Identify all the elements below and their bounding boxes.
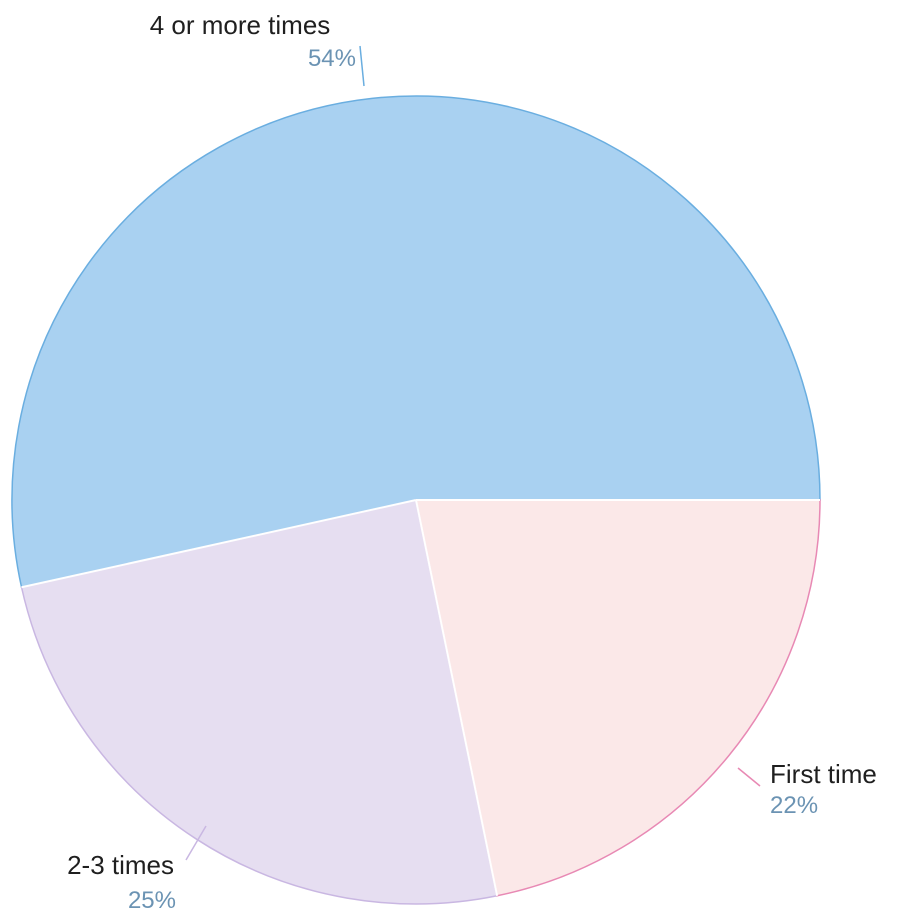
slice-label: 4 or more times <box>150 10 331 40</box>
pie-slice-1 <box>11 95 821 589</box>
slice-label: 2-3 times <box>67 850 174 880</box>
slice-labels: 4 or more times 54% 2-3 times 25% First time… <box>67 10 877 914</box>
slice-percent: 54% <box>308 45 356 72</box>
slice-label: First time <box>770 759 877 789</box>
slice-percent: 22% <box>770 792 818 819</box>
leader-line <box>359 45 365 87</box>
pie-slices <box>11 95 821 905</box>
slice-divider <box>415 499 499 896</box>
leader-line <box>737 767 761 787</box>
leader-lines <box>185 45 761 861</box>
pie-slice-2 <box>20 499 499 905</box>
pie-slice-3 <box>415 499 821 897</box>
slice-divider <box>21 499 417 589</box>
leader-line <box>185 825 207 861</box>
slice-percent: 25% <box>128 887 176 914</box>
